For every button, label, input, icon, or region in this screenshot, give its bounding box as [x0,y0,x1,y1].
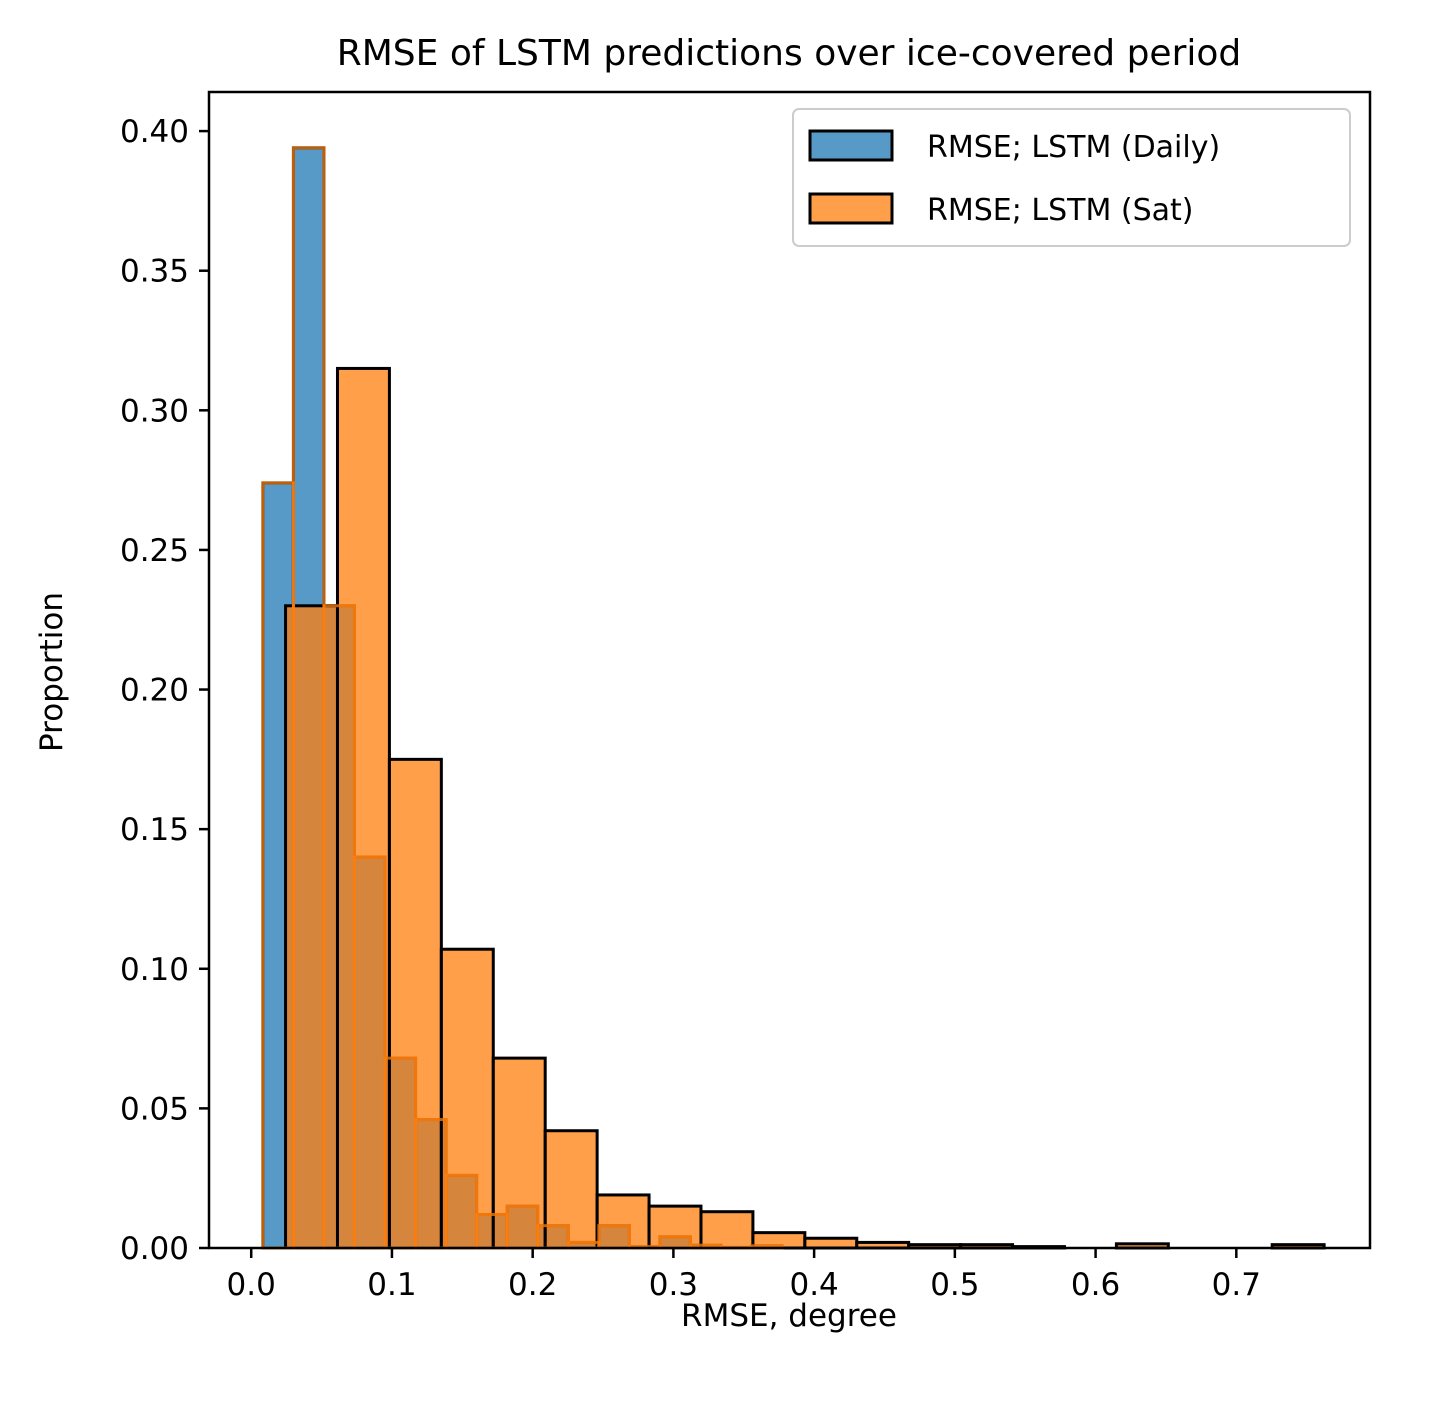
y-tick-label: 0.30 [120,393,189,429]
axes-layer: 0.0 0.1 0.2 0.3 0.4 0.5 0.6 0.7 0.00 0.05 0.10 0.15… [120,90,1372,1303]
histogram-bar [439,947,495,1250]
x-tick-label: 0.2 [508,1267,557,1303]
legend-label: RMSE; LSTM (Daily) [927,130,1220,165]
y-tick-label: 0.25 [120,533,189,569]
histogram-bar [699,1210,755,1250]
histogram-bar [335,366,391,1250]
histogram-bar [595,1193,651,1250]
y-tick-label: 0.35 [120,254,189,290]
x-tick-label: 0.6 [1071,1267,1120,1303]
x-tick-label: 0.4 [789,1267,838,1303]
plot-frame [207,90,1372,1250]
y-tick-label: 0.20 [120,673,189,709]
chart-title: RMSE of LSTM predictions over ice-covere… [337,33,1242,74]
y-axis-label: Proportion [34,592,70,752]
x-tick-label: 0.7 [1212,1267,1261,1303]
x-tick-label: 0.3 [649,1267,698,1303]
legend-swatch [808,129,894,162]
y-tick-label: 0.15 [120,812,189,848]
histogram-bar [803,1236,859,1250]
x-tick-label: 0.5 [930,1267,979,1303]
y-tick-label: 0.05 [120,1091,189,1127]
legend-box [792,108,1351,247]
bars-layer [261,146,1326,1250]
legend-swatch [808,192,894,225]
x-tick-label: 0.1 [367,1267,416,1303]
x-axis-label: RMSE, degree [681,1298,897,1334]
legend: RMSE; LSTM (Daily) RMSE; LSTM (Sat) [792,108,1351,247]
series-2-bars [284,366,1326,1250]
y-tick-label: 0.40 [120,114,189,150]
x-tick-label: 0.0 [227,1267,276,1303]
histogram-bar [647,1204,703,1250]
y-tick-label: 0.10 [120,952,189,988]
histogram-bar [543,1129,599,1250]
legend-label: RMSE; LSTM (Sat) [927,193,1193,228]
y-tick-label: 0.00 [120,1231,189,1267]
